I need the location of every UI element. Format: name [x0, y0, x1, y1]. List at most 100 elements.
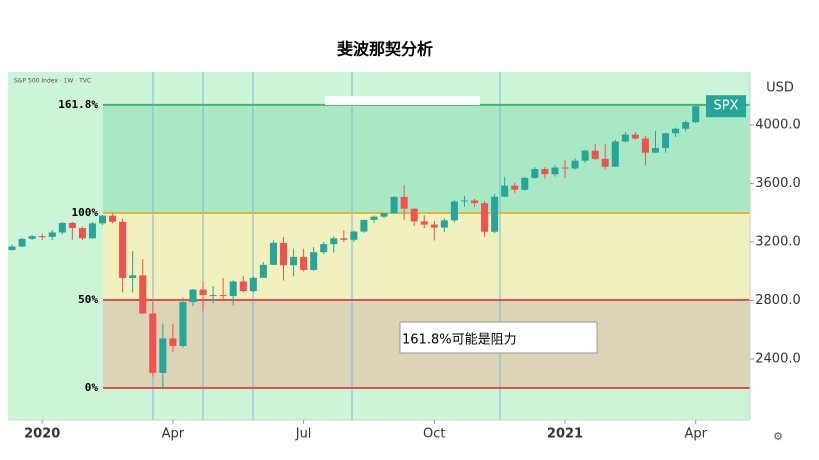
candle-body: [290, 256, 298, 266]
candle-body: [219, 295, 227, 297]
candle-body: [189, 289, 197, 303]
candle-body: [209, 295, 217, 297]
candle-body: [340, 238, 348, 240]
candle-body: [149, 313, 157, 373]
candle-body: [68, 222, 76, 229]
candle-body: [621, 134, 629, 142]
candle-body: [360, 219, 368, 232]
candle-body: [129, 275, 137, 278]
candle-body: [551, 167, 559, 175]
currency: USD: [766, 81, 794, 96]
candle-body: [320, 244, 328, 253]
candle-body: [259, 264, 267, 278]
candle-body: [58, 222, 66, 233]
candle-body: [199, 289, 207, 296]
annotation-box: [399, 321, 598, 354]
candle-body: [249, 277, 257, 292]
candle-body: [481, 203, 489, 232]
candle-body: [511, 185, 519, 190]
candle-body: [330, 238, 338, 245]
x-tick-label: Apr: [684, 427, 707, 442]
candle-body: [430, 224, 438, 228]
subtitle: S&P 500 Index · 1W · TVC: [14, 78, 91, 85]
candle-body: [672, 128, 680, 134]
y-tick-label: 3600.0: [755, 176, 801, 191]
x-tick-label: 2020: [24, 427, 60, 442]
candle-body: [521, 177, 529, 190]
y-tick-label: 2400.0: [755, 352, 801, 367]
x-tick-label: Apr: [162, 427, 185, 442]
candle-body: [8, 246, 16, 251]
plot: [8, 103, 750, 390]
x-tick-label: 2021: [547, 427, 583, 442]
candle-body: [641, 138, 649, 153]
candle-body: [631, 134, 639, 139]
candle-body: [310, 252, 318, 270]
symbol-label: SPX: [714, 99, 739, 114]
fib-label: 0%: [85, 381, 99, 394]
candle-body: [380, 213, 388, 217]
candle-body: [611, 141, 619, 167]
candle-body: [460, 200, 468, 202]
candle-body: [581, 150, 589, 161]
candle-body: [48, 232, 56, 237]
candle-body: [561, 167, 569, 169]
candle-body: [119, 221, 127, 278]
candle-body: [98, 215, 107, 224]
settings-icon[interactable]: ⚙: [773, 430, 783, 443]
price-badge: [706, 95, 746, 118]
candle-body: [470, 200, 479, 204]
candle-body: [229, 281, 237, 297]
candle-body: [279, 242, 288, 266]
candle-body: [159, 338, 167, 373]
x-tick-label: Oct: [423, 427, 445, 442]
chart-title: 斐波那契分析: [337, 40, 433, 59]
candle-body: [501, 185, 509, 197]
fib-label: 100%: [72, 206, 99, 219]
price-axis-background: [750, 72, 819, 460]
y-tick-label: 3200.0: [755, 234, 801, 249]
candle-body: [78, 228, 86, 239]
x-tick-label: Jul: [295, 427, 312, 442]
candle-body: [370, 216, 378, 220]
candle-body: [491, 196, 499, 232]
candle-body: [601, 158, 609, 167]
candle-body: [410, 208, 418, 222]
candle-body: [239, 281, 247, 292]
candle-body: [390, 196, 398, 214]
candle-body: [400, 196, 408, 209]
candle-body: [269, 242, 277, 265]
candle-body: [18, 238, 26, 247]
candle-body: [692, 106, 700, 123]
candle-body: [350, 231, 358, 240]
candle-body: [420, 221, 428, 225]
y-tick-label: 4000.0: [755, 117, 801, 132]
candle-body: [571, 160, 579, 169]
candle-body: [440, 220, 448, 228]
candle-body: [179, 302, 187, 346]
candle-body: [682, 122, 690, 129]
mask: [325, 96, 480, 105]
fib-zone: [103, 213, 750, 301]
candle-body: [541, 168, 549, 175]
candle-body: [38, 236, 46, 238]
y-tick-label: 2800.0: [755, 293, 801, 308]
fib-zone: [103, 104, 750, 214]
candle-body: [169, 338, 177, 346]
time-axis-background: [0, 420, 819, 460]
candle-body: [450, 201, 458, 221]
time-zones: [152, 72, 501, 420]
candle-body: [109, 215, 117, 222]
candle-body: [591, 150, 599, 159]
fib-label: 161.8%: [58, 98, 98, 111]
candle-body: [139, 275, 147, 314]
annotation: 161.8%可能是阻力: [402, 333, 517, 348]
candle-body: [88, 223, 96, 239]
candle-body: [28, 236, 36, 239]
fib-label: 50%: [78, 293, 98, 306]
candle-body: [662, 133, 670, 149]
candle-body: [531, 168, 539, 178]
candle-body: [300, 256, 308, 270]
candle-body: [651, 148, 660, 153]
